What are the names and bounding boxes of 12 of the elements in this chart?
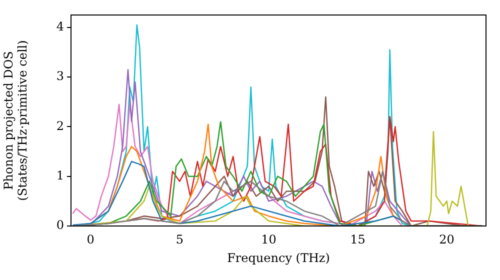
x-tick-label: 20	[439, 232, 454, 246]
x-tick-label: 10	[261, 232, 276, 246]
y-tick-label: 2	[56, 118, 64, 133]
x-tick-label: 0	[86, 232, 94, 246]
y-tick-label: 3	[56, 69, 64, 84]
x-tick-label: 5	[176, 232, 184, 246]
y-axis-title: Phonon projected DOS (States/THz·primitive cell)	[1, 40, 30, 201]
x-axis-title: Frequency (THz)	[227, 250, 330, 265]
x-tick-label: 15	[350, 232, 366, 246]
y-tick-label: 4	[56, 20, 64, 34]
y-tick-label: 1	[56, 168, 64, 182]
y-tick-label: 0	[56, 218, 64, 232]
